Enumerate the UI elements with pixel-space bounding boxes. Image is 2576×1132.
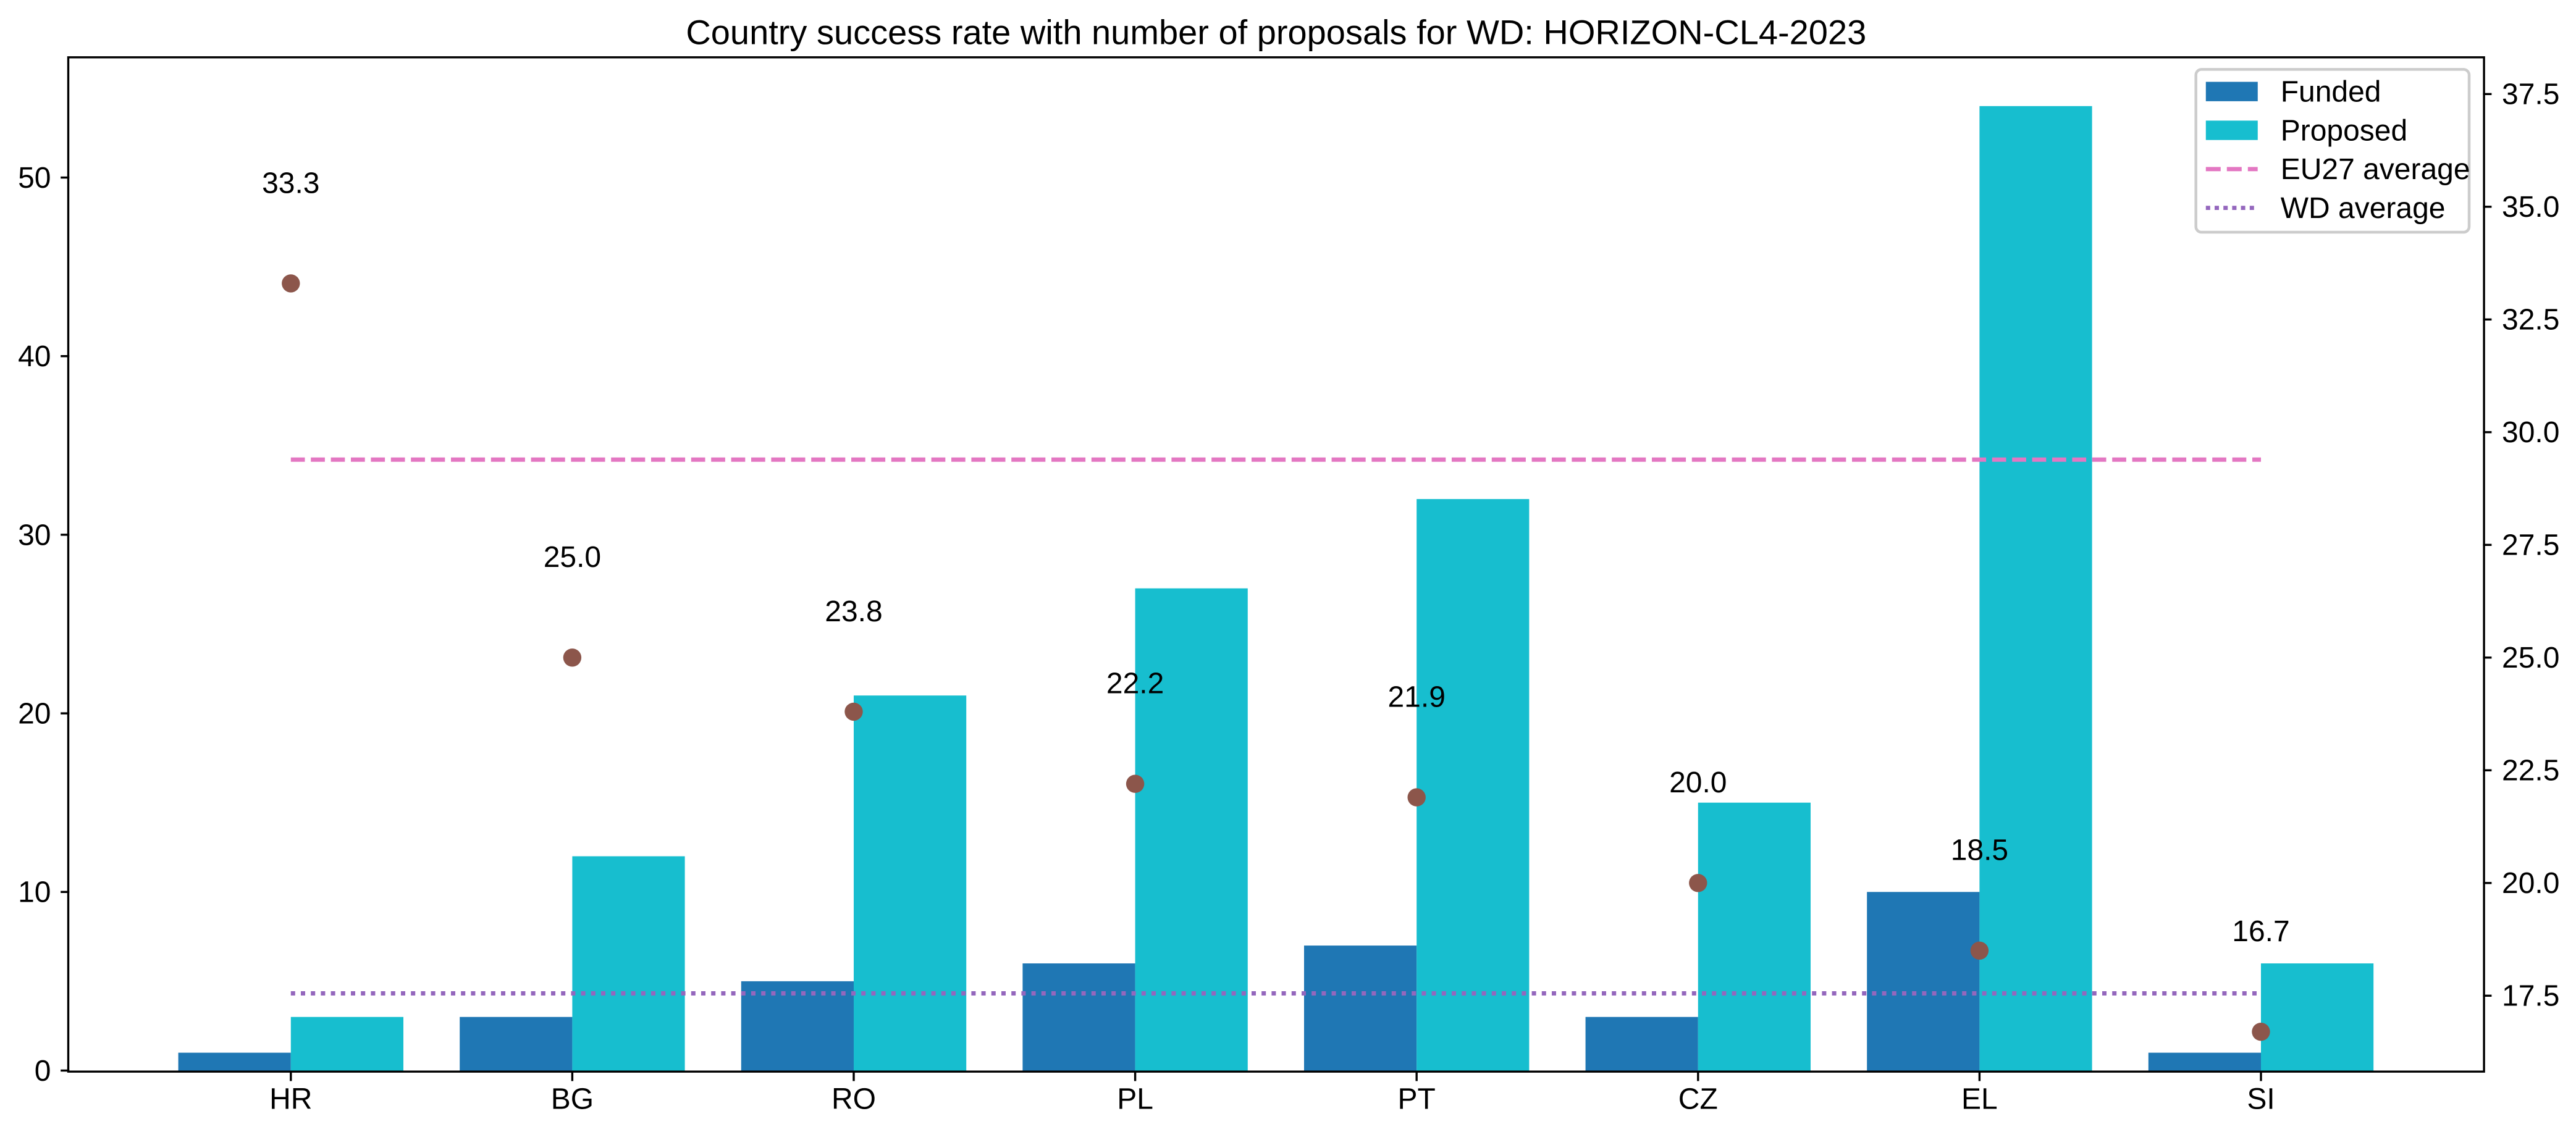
svg-text:22.2: 22.2 [1106, 668, 1164, 700]
svg-text:23.8: 23.8 [825, 595, 882, 628]
svg-text:PL: PL [1117, 1083, 1153, 1116]
svg-text:27.5: 27.5 [2502, 529, 2559, 562]
svg-text:SI: SI [2247, 1083, 2275, 1116]
svg-text:PT: PT [1398, 1083, 1436, 1116]
svg-text:0: 0 [35, 1055, 51, 1088]
svg-text:37.5: 37.5 [2502, 78, 2559, 111]
svg-text:22.5: 22.5 [2502, 755, 2559, 787]
svg-text:EU27 average: EU27 average [2281, 153, 2470, 186]
svg-text:20.0: 20.0 [1669, 766, 1727, 799]
svg-text:WD average: WD average [2281, 192, 2446, 225]
svg-text:18.5: 18.5 [1951, 834, 2008, 867]
svg-text:20.0: 20.0 [2502, 867, 2559, 900]
svg-text:25.0: 25.0 [2502, 642, 2559, 674]
svg-text:30.0: 30.0 [2502, 416, 2559, 449]
svg-text:50: 50 [18, 162, 51, 195]
svg-text:Proposed: Proposed [2281, 114, 2407, 147]
svg-text:16.7: 16.7 [2232, 915, 2289, 948]
svg-text:30: 30 [18, 519, 51, 551]
svg-text:EL: EL [1961, 1083, 1998, 1116]
svg-text:RO: RO [831, 1083, 876, 1116]
svg-text:10: 10 [18, 876, 51, 909]
svg-text:CZ: CZ [1678, 1083, 1718, 1116]
svg-text:35.0: 35.0 [2502, 191, 2559, 224]
svg-text:33.3: 33.3 [262, 167, 319, 199]
svg-text:Country success rate with numb: Country success rate with number of prop… [686, 12, 1866, 51]
svg-text:BG: BG [551, 1083, 594, 1116]
svg-text:HR: HR [269, 1083, 312, 1116]
svg-text:25.0: 25.0 [544, 541, 601, 574]
svg-text:Funded: Funded [2281, 76, 2381, 109]
svg-text:20: 20 [18, 698, 51, 731]
svg-text:32.5: 32.5 [2502, 304, 2559, 337]
svg-text:40: 40 [18, 340, 51, 373]
svg-text:17.5: 17.5 [2502, 980, 2559, 1013]
svg-text:21.9: 21.9 [1387, 681, 1445, 714]
